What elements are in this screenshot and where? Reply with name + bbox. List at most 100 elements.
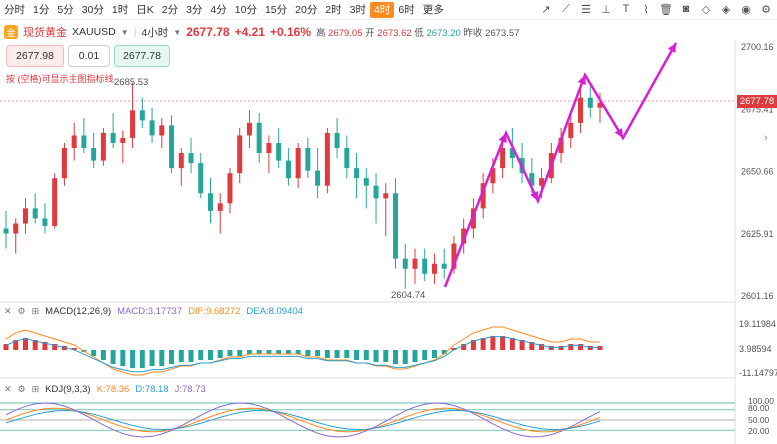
- expand-icon[interactable]: ⊞: [31, 306, 40, 316]
- macd-axis-label: 3.98594: [739, 344, 772, 354]
- candle-body: [227, 173, 233, 204]
- macd-bar: [461, 344, 467, 350]
- timeframe-tab[interactable]: 分时: [4, 3, 25, 16]
- pen-icon[interactable]: ↗: [541, 3, 551, 16]
- timeframe-tab[interactable]: 4时: [370, 1, 395, 18]
- timeframe-tab[interactable]: 更多: [422, 3, 444, 16]
- settings-icon[interactable]: ⚙: [17, 384, 26, 394]
- measure-icon[interactable]: ⊥: [601, 3, 611, 16]
- k-line: [5, 407, 601, 433]
- expand-icon[interactable]: ⊞: [31, 384, 40, 394]
- price-axis-label: 2700.16: [741, 42, 774, 52]
- eraser-icon[interactable]: ◇: [701, 3, 711, 16]
- candle-body: [237, 135, 243, 174]
- timeframe-tab[interactable]: 10分: [234, 3, 257, 16]
- timeframe-tab[interactable]: 30分: [81, 3, 104, 16]
- macd-bar: [217, 350, 223, 358]
- candle-body: [529, 173, 535, 186]
- timeframe-tab[interactable]: 日K: [136, 3, 154, 16]
- trend-arrow-line: [443, 42, 678, 288]
- candle-body: [490, 168, 496, 184]
- macd-bar: [354, 350, 360, 360]
- timeframe-tab[interactable]: 1分: [33, 3, 50, 16]
- chevron-down-icon[interactable]: ▼: [120, 27, 129, 37]
- timeframe-tab[interactable]: 15分: [264, 3, 288, 16]
- candle-body: [393, 193, 399, 259]
- macd-bar: [431, 350, 437, 358]
- eye-icon[interactable]: ◉: [741, 3, 751, 16]
- macd-bar: [529, 342, 535, 350]
- settings-icon[interactable]: ⚙: [761, 3, 771, 16]
- macd-bar: [71, 348, 77, 350]
- timeframe-tab[interactable]: 20分: [295, 3, 318, 16]
- arrow-head: [667, 43, 676, 53]
- candle-body: [100, 132, 106, 161]
- macd-bar: [373, 350, 379, 362]
- candle-body: [441, 263, 447, 269]
- timeframe-tab[interactable]: 2分: [161, 3, 179, 16]
- d-line: [5, 409, 601, 431]
- candle-body: [217, 203, 223, 211]
- j-value: J:78.73: [174, 384, 206, 395]
- macd-bar: [402, 350, 408, 364]
- layers-icon[interactable]: ◈: [721, 3, 731, 16]
- indicator-hint: 按 (空格)可显示主图指标线: [6, 74, 114, 84]
- chevron-down-icon[interactable]: ▼: [173, 27, 182, 37]
- macd-bar: [597, 346, 603, 350]
- close-icon[interactable]: ✕: [4, 306, 12, 316]
- line-icon[interactable]: ⟋: [562, 2, 570, 15]
- macd-bar: [295, 350, 301, 354]
- macd-bar: [500, 336, 506, 350]
- macd-bar: [130, 350, 136, 368]
- low-mark-label: 2604.74: [391, 290, 426, 301]
- price-change-pct: +0.16%: [269, 25, 311, 39]
- candle-body: [470, 208, 476, 229]
- timeframe-tab[interactable]: 1时: [111, 3, 129, 16]
- horizontal-lines-icon[interactable]: ☰: [581, 3, 591, 16]
- kdj-axis-label: 80.00: [748, 403, 770, 413]
- candle-body: [383, 193, 389, 199]
- collapse-panel-icon[interactable]: ›: [764, 132, 768, 144]
- macd-bar: [315, 350, 321, 356]
- candle-body: [110, 132, 116, 143]
- close-icon[interactable]: ✕: [4, 384, 12, 394]
- current-price-tag: 2677.78: [737, 95, 777, 108]
- candle-body: [324, 132, 330, 186]
- timeframe-tab[interactable]: 6时: [398, 3, 415, 16]
- macd-bar: [42, 342, 48, 350]
- timeframe-tab[interactable]: 3时: [349, 3, 367, 16]
- macd-bar: [558, 346, 564, 350]
- macd-bar: [539, 344, 545, 350]
- macd-bar: [227, 350, 233, 356]
- interval-selector[interactable]: 4小时: [141, 26, 169, 39]
- candle-body: [519, 158, 525, 174]
- candle-body: [295, 148, 301, 179]
- timeframe-tab[interactable]: 4分: [210, 3, 227, 16]
- quantity-input[interactable]: 0.01: [68, 45, 110, 67]
- price-axis-label: 2625.91: [741, 229, 774, 239]
- candle-body: [120, 137, 126, 143]
- settings-icon[interactable]: ⚙: [17, 306, 26, 316]
- text-icon[interactable]: T: [622, 3, 630, 15]
- sell-price-button[interactable]: 2677.98: [6, 45, 64, 67]
- candle-body: [32, 208, 38, 219]
- timeframe-tab[interactable]: 5分: [57, 3, 74, 16]
- macd-header: ✕ ⚙ ⊞ MACD(12,26,9) MACD:3.17737 DIF:9.6…: [4, 306, 303, 317]
- timeframe-tab[interactable]: 2时: [325, 3, 342, 16]
- brush-icon[interactable]: ⌇: [643, 3, 649, 16]
- macd-bar: [441, 350, 447, 354]
- candle-body: [13, 223, 19, 234]
- symbol-code[interactable]: XAUUSD: [72, 26, 116, 38]
- candle-body: [266, 142, 272, 154]
- macd-bar: [3, 344, 9, 350]
- candle-body: [52, 178, 58, 226]
- macd-bar: [451, 348, 457, 350]
- timeframe-tab[interactable]: 3分: [186, 3, 203, 16]
- symbol-name[interactable]: 现货黄金: [23, 27, 67, 39]
- macd-bar: [363, 350, 369, 360]
- buy-price-button[interactable]: 2677.78: [114, 45, 170, 67]
- camera-icon[interactable]: ◙: [682, 3, 690, 15]
- candle-body: [246, 122, 252, 136]
- trash-icon[interactable]: 🗑: [659, 3, 673, 16]
- candle-body: [91, 148, 97, 161]
